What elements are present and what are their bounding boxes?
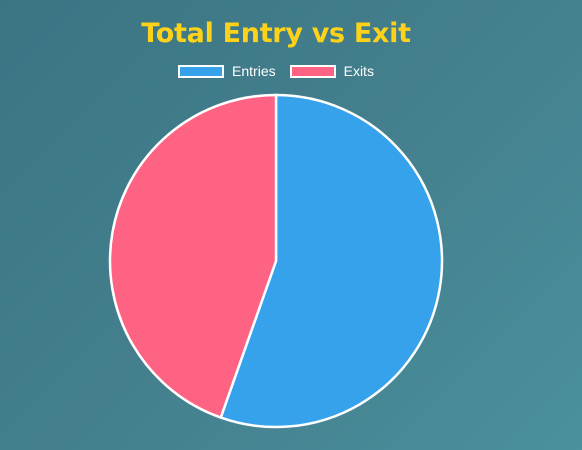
legend-item-exits[interactable]: Exits — [289, 63, 374, 79]
legend-label-exits: Exits — [343, 63, 374, 79]
legend-label-entries: Entries — [232, 63, 276, 79]
legend-item-entries[interactable]: Entries — [178, 63, 276, 79]
chart-title: Total Entry vs Exit — [141, 18, 411, 49]
pie-slice-exits[interactable] — [108, 93, 278, 420]
legend-swatch-exits — [289, 64, 336, 78]
chart-legend: Entries Exits — [0, 63, 552, 79]
legend-swatch-entries — [178, 64, 225, 78]
